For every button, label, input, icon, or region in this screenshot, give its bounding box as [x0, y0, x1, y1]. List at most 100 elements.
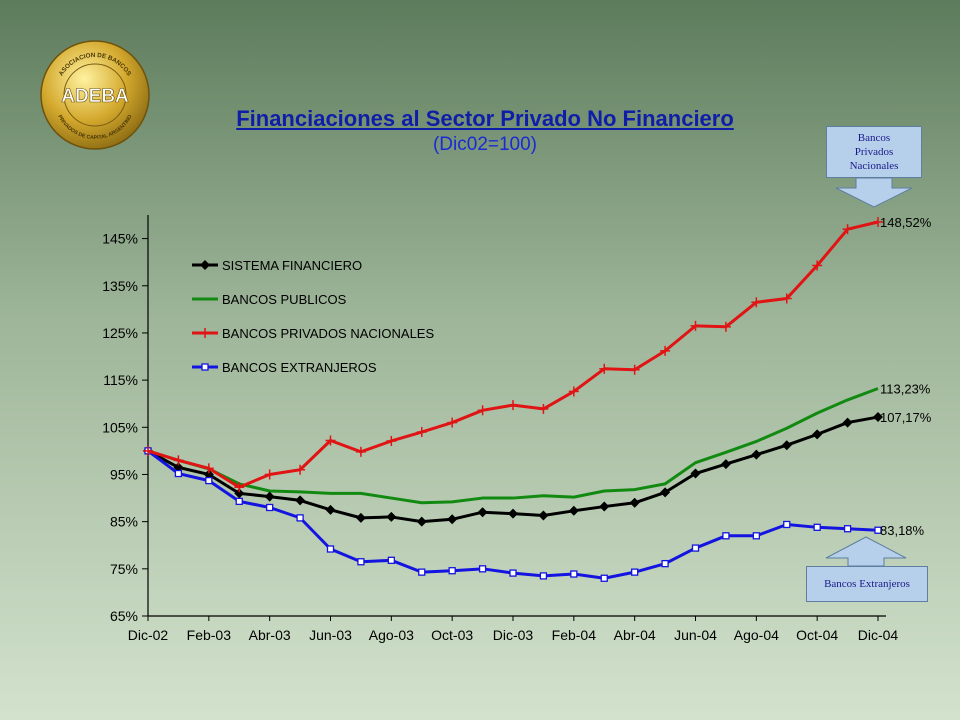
- data-point-extranjeros: [418, 568, 426, 576]
- data-point-sistema: [690, 468, 701, 479]
- y-tick-label: 75%: [110, 561, 138, 577]
- data-point-sistema: [660, 487, 671, 498]
- legend-label-extranjeros: BANCOS EXTRANJEROS: [222, 360, 377, 375]
- data-point-sistema: [325, 504, 336, 515]
- legend-label-publicos: BANCOS PUBLICOS: [222, 292, 347, 307]
- x-tick-label: Abr-04: [614, 627, 656, 643]
- legend-marker-sistema: [200, 260, 210, 270]
- x-tick-label: Jun-04: [674, 627, 717, 643]
- data-point-extranjeros: [266, 503, 274, 512]
- data-point-extranjeros: [448, 567, 456, 575]
- data-point-extranjeros: [509, 569, 517, 577]
- y-tick-label: 145%: [102, 231, 138, 247]
- data-point-extranjeros: [813, 523, 821, 531]
- data-point-sistema: [538, 510, 549, 521]
- x-tick-label: Feb-04: [552, 627, 597, 643]
- x-tick-label: Dic-04: [858, 627, 899, 643]
- data-point-extranjeros: [874, 526, 882, 534]
- data-point-extranjeros: [631, 568, 639, 576]
- callout-top-line2: Privados Nacionales: [849, 146, 899, 172]
- series-sistema: [143, 412, 883, 527]
- data-point-extranjeros: [235, 497, 243, 506]
- data-point-extranjeros: [387, 556, 395, 564]
- callout-top-line1: Bancos: [857, 132, 891, 144]
- end-labels: 107,17% 113,23% 148,52% 83,18%: [880, 215, 932, 538]
- data-point-extranjeros: [691, 544, 700, 552]
- data-point-privados: [690, 320, 701, 331]
- data-point-privados: [143, 445, 153, 456]
- legend-item-extranjeros: BANCOS EXTRANJEROS: [192, 360, 377, 375]
- data-point-sistema: [873, 412, 883, 423]
- data-point-privados: [629, 364, 640, 375]
- data-point-extranjeros: [600, 574, 608, 582]
- title-block: Financiaciones al Sector Privado No Fina…: [160, 106, 810, 156]
- data-point-privados: [447, 417, 458, 428]
- y-tick-label: 135%: [102, 278, 138, 294]
- legend-label-sistema: SISTEMA FINANCIERO: [222, 258, 362, 273]
- data-point-privados: [386, 435, 397, 446]
- data-point-privados: [812, 260, 823, 271]
- data-point-extranjeros: [843, 525, 852, 533]
- data-point-sistema: [751, 449, 762, 460]
- x-tick-label: Ago-03: [369, 627, 414, 643]
- chart-legend: SISTEMA FINANCIERO BANCOS PUBLICOS BANCOS …: [192, 258, 434, 375]
- data-point-privados: [416, 427, 427, 438]
- data-point-extranjeros: [570, 570, 578, 578]
- data-point-sistema: [264, 491, 275, 502]
- x-tick-label: Jun-03: [309, 627, 352, 643]
- data-point-privados: [599, 363, 610, 374]
- down-arrow-icon: [835, 177, 913, 208]
- data-point-extranjeros: [752, 532, 760, 540]
- data-point-privados: [295, 464, 306, 475]
- callout-bancos-privados-nacionales: Bancos Privados Nacionales: [826, 126, 922, 211]
- data-point-privados: [203, 463, 214, 474]
- y-tick-label: 115%: [103, 372, 138, 388]
- data-point-extranjeros: [661, 559, 669, 568]
- data-point-sistema: [386, 511, 397, 522]
- data-point-privados: [508, 400, 518, 411]
- data-point-privados: [720, 321, 731, 332]
- series-extranjeros: [144, 447, 882, 582]
- end-label-extranjeros: 83,18%: [880, 523, 925, 538]
- data-point-extranjeros: [326, 545, 335, 553]
- x-tick-label: Ago-04: [734, 627, 779, 643]
- end-label-sistema: 107,17%: [880, 410, 932, 425]
- data-point-sistema: [568, 505, 579, 516]
- x-tick-label: Feb-03: [187, 627, 232, 643]
- data-point-privados: [751, 297, 762, 308]
- legend-marker-privados: [200, 328, 210, 338]
- data-point-sistema: [295, 495, 306, 506]
- data-point-privados: [173, 455, 184, 466]
- data-point-sistema: [720, 459, 731, 470]
- y-tick-label: 85%: [110, 514, 138, 530]
- x-tick-label: Dic-02: [128, 627, 169, 643]
- y-tick-label: 125%: [102, 325, 138, 341]
- data-point-extranjeros: [357, 558, 365, 566]
- series-layer: [143, 216, 883, 582]
- legend-label-privados: BANCOS PRIVADOS NACIONALES: [222, 326, 434, 341]
- y-tick-label: 105%: [102, 419, 138, 435]
- data-point-sistema: [781, 440, 792, 451]
- chart-axes: 65% 75% 85% 95% 105% 115% 125% 135% 145% Dic-02 Fe…: [102, 215, 898, 643]
- y-tick-label: 95%: [110, 466, 138, 482]
- data-point-privados: [538, 403, 549, 414]
- callout-bancos-extranjeros: Bancos Extranjeros: [806, 536, 928, 602]
- legend-item-sistema: SISTEMA FINANCIERO: [192, 258, 362, 273]
- data-point-sistema: [508, 508, 518, 519]
- data-point-sistema: [629, 497, 640, 508]
- logo-main-text: ADEBA: [61, 86, 129, 107]
- data-point-privados: [873, 216, 883, 227]
- data-point-sistema: [447, 514, 458, 525]
- data-point-extranjeros: [205, 476, 213, 485]
- y-tick-label: 65%: [110, 608, 138, 624]
- data-point-extranjeros: [539, 572, 548, 580]
- chart-subtitle: (Dic02=100): [432, 134, 538, 155]
- x-tick-label: Oct-03: [431, 627, 473, 643]
- up-arrow-icon: [825, 536, 907, 566]
- data-point-privados: [234, 482, 245, 493]
- data-point-sistema: [234, 488, 245, 499]
- legend-item-privados: BANCOS PRIVADOS NACIONALES: [192, 326, 434, 341]
- data-point-extranjeros: [478, 565, 487, 573]
- data-point-privados: [568, 386, 579, 397]
- data-point-sistema: [416, 516, 427, 527]
